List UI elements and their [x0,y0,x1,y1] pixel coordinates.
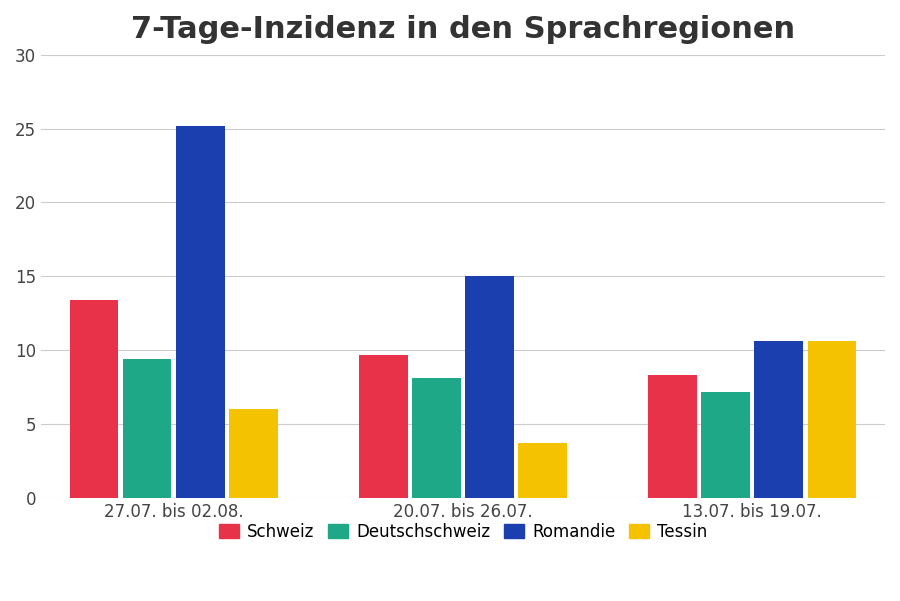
Title: 7-Tage-Inzidenz in den Sprachregionen: 7-Tage-Inzidenz in den Sprachregionen [130,15,795,44]
Bar [176,126,224,498]
Legend: Schweiz, Deutschschweiz, Romandie, Tessin: Schweiz, Deutschschweiz, Romandie, Tessi… [212,516,714,548]
Bar [807,341,857,498]
Bar [518,444,567,498]
Bar [465,276,514,498]
Bar [701,392,751,498]
Bar [229,409,277,498]
Bar [412,379,461,498]
Bar [69,300,119,498]
Bar [122,359,172,498]
Bar [359,355,408,498]
Bar [754,341,804,498]
Bar [648,376,698,498]
